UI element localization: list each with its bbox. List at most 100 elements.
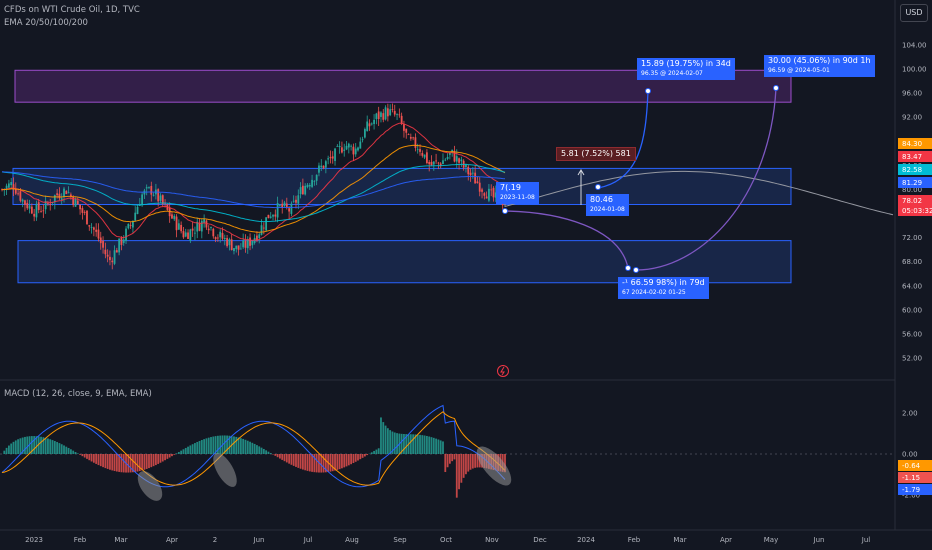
macd-histogram-bar (239, 438, 242, 454)
macd-histogram-bar (113, 454, 116, 472)
candle-body (363, 129, 366, 138)
candle-body (63, 188, 65, 197)
macd-histogram-bar (419, 434, 421, 454)
candle-body (196, 221, 199, 232)
candle-body (33, 213, 36, 217)
candle-body (354, 148, 357, 155)
candle-body (10, 182, 13, 186)
candle-body (136, 206, 139, 215)
candle-body (373, 119, 375, 124)
candle-body (95, 229, 98, 232)
candle-body (159, 195, 162, 201)
macd-histogram-bar (377, 448, 380, 454)
macd-histogram-bar (35, 436, 38, 454)
macd-histogram-bar (363, 454, 366, 457)
candle-body (455, 156, 458, 162)
macd-histogram-bar (428, 436, 431, 454)
ema-100-line (1, 163, 506, 223)
price-tag: 84.30 (898, 138, 932, 149)
candle-body (237, 245, 240, 250)
macd-histogram-bar (154, 454, 157, 466)
macd-histogram-bar (347, 454, 350, 466)
candle-body (281, 203, 284, 209)
candle-body (200, 220, 203, 232)
macd-histogram-bar (40, 436, 42, 454)
macd-histogram-bar (504, 454, 506, 473)
candle-body (283, 202, 286, 207)
candle-body (405, 128, 408, 133)
ema-200-line (1, 171, 506, 209)
macd-histogram-bar (196, 441, 199, 454)
candle-body (435, 160, 437, 162)
macd-histogram-bar (127, 454, 130, 473)
macd-histogram-bar (458, 454, 460, 490)
candle-body (122, 239, 125, 243)
candle-body (320, 165, 323, 168)
candle-body (265, 217, 268, 231)
macd-histogram-bar (97, 454, 100, 466)
candle-body (465, 164, 467, 168)
candle-body (458, 158, 460, 163)
currency-button[interactable]: USD (900, 4, 928, 22)
macd-histogram-bar (396, 433, 398, 454)
candle-body (494, 192, 497, 198)
candle-body (375, 113, 378, 119)
macd-histogram-bar (111, 454, 114, 471)
time-tick-label: 2023 (25, 536, 43, 544)
time-tick-label: Oct (440, 536, 452, 544)
macd-histogram-bar (269, 453, 272, 454)
price-tick-label: 96.00 (902, 90, 922, 98)
macd-indicator-label[interactable]: MACD (12, 26, close, 9, EMA, EMA) (4, 389, 152, 399)
candle-body (189, 229, 192, 241)
candle-body (157, 189, 160, 202)
macd-histogram-bar (157, 454, 160, 464)
divergence-highlight (137, 471, 163, 501)
macd-histogram-bar (203, 439, 206, 454)
candle-body (24, 200, 26, 205)
candle-body (235, 245, 238, 249)
candle-body (398, 114, 401, 116)
macd-histogram-bar (311, 454, 313, 472)
symbol-title: CFDs on WTI Crude Oil, 1D, TVC (4, 5, 140, 15)
time-tick-label: Apr (720, 536, 732, 544)
macd-histogram-bar (416, 434, 419, 454)
macd-histogram-bar (341, 454, 343, 469)
macd-histogram-bar (251, 442, 254, 454)
time-tick-label: Feb (628, 536, 641, 544)
macd-histogram-bar (476, 454, 479, 468)
projection-down-curve (504, 210, 629, 269)
candle-body (256, 235, 258, 241)
macd-histogram-bar (393, 432, 396, 454)
candle-body (79, 204, 81, 210)
candle-body (239, 248, 242, 250)
projection-up-curve-2 (635, 87, 777, 271)
candle-body (56, 193, 59, 196)
candle-body (244, 240, 247, 248)
price-tick-label: 100.00 (902, 66, 927, 74)
candle-body (409, 136, 412, 139)
macd-histogram-bar (10, 443, 13, 454)
macd-histogram-bar (17, 439, 19, 454)
ema-indicator-label[interactable]: EMA 20/50/100/200 (4, 18, 88, 28)
macd-histogram-bar (426, 435, 428, 454)
time-tick-label: Mar (673, 536, 686, 544)
candle-body (17, 193, 19, 195)
macd-histogram-bar (315, 454, 318, 473)
macd-histogram-bar (444, 454, 447, 473)
candle-body (297, 195, 300, 204)
macd-histogram-bar (442, 441, 444, 454)
anchor-point (595, 184, 601, 190)
candle-body (175, 216, 178, 231)
candle-body (184, 232, 187, 237)
candle-body (81, 208, 84, 213)
candle-body (290, 203, 293, 214)
candle-body (488, 188, 490, 201)
macd-histogram-bar (86, 454, 88, 459)
candle-body (180, 224, 183, 232)
candle-body (86, 210, 88, 225)
candle-body (377, 111, 380, 120)
candle-body (423, 154, 426, 158)
candle-body (47, 203, 49, 205)
candle-body (391, 109, 394, 111)
